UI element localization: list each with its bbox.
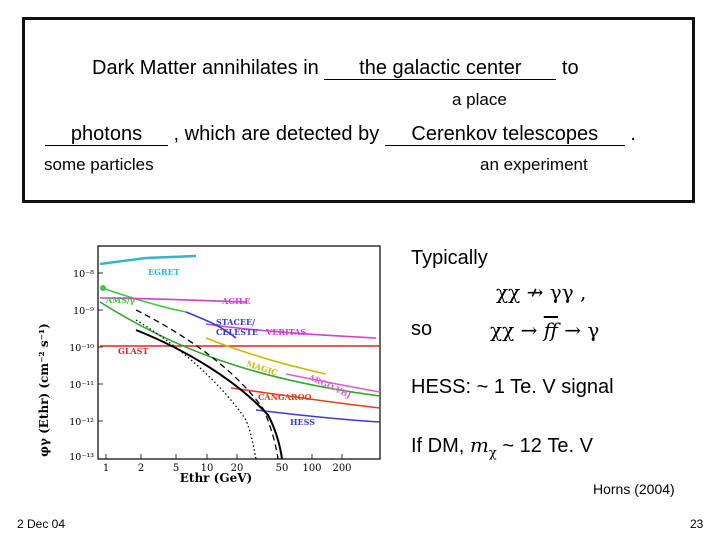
dm-curve-dotted xyxy=(135,319,257,460)
definition-box: Dark Matter annihilates in the galactic … xyxy=(22,17,695,203)
so-text: so xyxy=(411,318,433,340)
dm-mass-symbol: m xyxy=(469,433,489,457)
hint-experiment: an experiment xyxy=(480,155,588,174)
equation-forbidden: χχ ↛ γγ , xyxy=(496,280,586,304)
label-celeste: CELESTE xyxy=(216,327,258,337)
x-tick: 50 xyxy=(276,463,289,474)
plot-frame xyxy=(97,245,381,460)
line1-suffix: to xyxy=(556,57,579,79)
x-tick: 10 xyxy=(201,463,214,474)
citation: Horns (2004) xyxy=(593,481,675,497)
ams-marker xyxy=(100,285,106,291)
label-veritas: VERITAS xyxy=(265,327,306,337)
cangaroo-curve xyxy=(230,387,381,409)
eq1-arrow: ↛ xyxy=(526,280,544,304)
y-axis-label: φγ (Ethr) (cm⁻² s⁻¹) xyxy=(37,323,51,457)
flux-sensitivity-plot: φγ (Ethr) (cm⁻² s⁻¹) Ethr (GeV) 10⁻⁸ 10⁻… xyxy=(37,245,381,485)
blank-experiment: Cerenkov telescopes xyxy=(384,123,625,146)
eq2-mid: ff xyxy=(543,318,558,342)
eq2-lhs: χχ xyxy=(490,318,515,342)
y-tick: 10⁻¹¹ xyxy=(69,380,94,391)
typically-text: Typically xyxy=(411,247,488,269)
label-stacee: STACEE/ xyxy=(216,317,255,327)
blank-particles: photons xyxy=(45,124,168,146)
x-tick: 100 xyxy=(302,463,321,474)
label-cangaroo: CANGAROO xyxy=(258,392,312,402)
x-axis-label: Ethr (GeV) xyxy=(180,471,252,485)
x-tick: 5 xyxy=(173,463,179,474)
x-tick: 1 xyxy=(103,463,109,474)
x-tick: 200 xyxy=(332,463,351,474)
label-agile: AGILE xyxy=(221,296,251,306)
y-tick: 10⁻⁹ xyxy=(73,306,94,317)
eq2-rhs: γ xyxy=(587,318,600,342)
dm-mass-value: ~ 12 Te. V xyxy=(502,435,593,457)
blank-experiment-text: Cerenkov telescopes xyxy=(411,123,599,145)
line2-middle: , which are detected by xyxy=(168,123,385,145)
eq1-lhs: χχ xyxy=(496,280,521,304)
line1-prefix: Dark Matter annihilates in xyxy=(92,57,325,79)
equation-allowed: χχ → ff → γ xyxy=(490,318,599,342)
box-line-2: photons , which are detected by Cerenkov… xyxy=(45,123,636,146)
stacee-curve xyxy=(185,311,237,339)
x-tick: 20 xyxy=(231,463,244,474)
hess-signal-text: HESS: ~ 1 Te. V signal xyxy=(411,376,614,398)
label-glast: GLAST xyxy=(118,346,148,356)
agile-curve xyxy=(99,297,247,303)
page-number: 23 xyxy=(690,517,704,531)
hint-place: a place xyxy=(452,90,507,109)
argo-curve xyxy=(285,373,381,393)
hint-particles: some particles xyxy=(44,155,154,174)
egret-curve xyxy=(99,254,197,266)
dm-curve-dashed xyxy=(135,309,279,460)
label-hess: HESS xyxy=(290,417,315,427)
box-line-1: Dark Matter annihilates in the galactic … xyxy=(92,57,579,80)
y-tick: 10⁻¹⁰ xyxy=(69,343,94,354)
eq2-arrow-2: → xyxy=(564,318,582,342)
label-egret: EGRET xyxy=(148,267,180,277)
eq1-rhs: γγ , xyxy=(549,280,587,304)
magic-curve xyxy=(205,337,327,375)
y-tick: 10⁻¹³ xyxy=(69,452,94,463)
dm-curve-solid xyxy=(135,329,283,460)
dm-mass-prefix: If DM, xyxy=(411,435,465,457)
x-tick: 2 xyxy=(138,463,144,474)
veritas-curve xyxy=(205,323,377,339)
line2-suffix: . xyxy=(624,123,636,145)
footer-date: 2 Dec 04 xyxy=(17,517,66,531)
blank-place: the galactic center xyxy=(324,57,557,80)
dm-mass-line: If DM, mχ ~ 12 Te. V xyxy=(411,433,593,461)
green-curve xyxy=(99,301,381,397)
ams-curve xyxy=(101,287,187,313)
y-tick: 10⁻⁸ xyxy=(73,269,94,280)
eq2-arrow-1: → xyxy=(520,318,538,342)
blank-particles-text: photons xyxy=(70,123,143,145)
dm-mass-subscript: χ xyxy=(488,446,497,461)
hess-curve xyxy=(255,409,381,423)
blank-place-text: the galactic center xyxy=(359,57,522,79)
label-ams: AMS/γ xyxy=(105,295,136,305)
y-tick: 10⁻¹² xyxy=(69,417,94,428)
